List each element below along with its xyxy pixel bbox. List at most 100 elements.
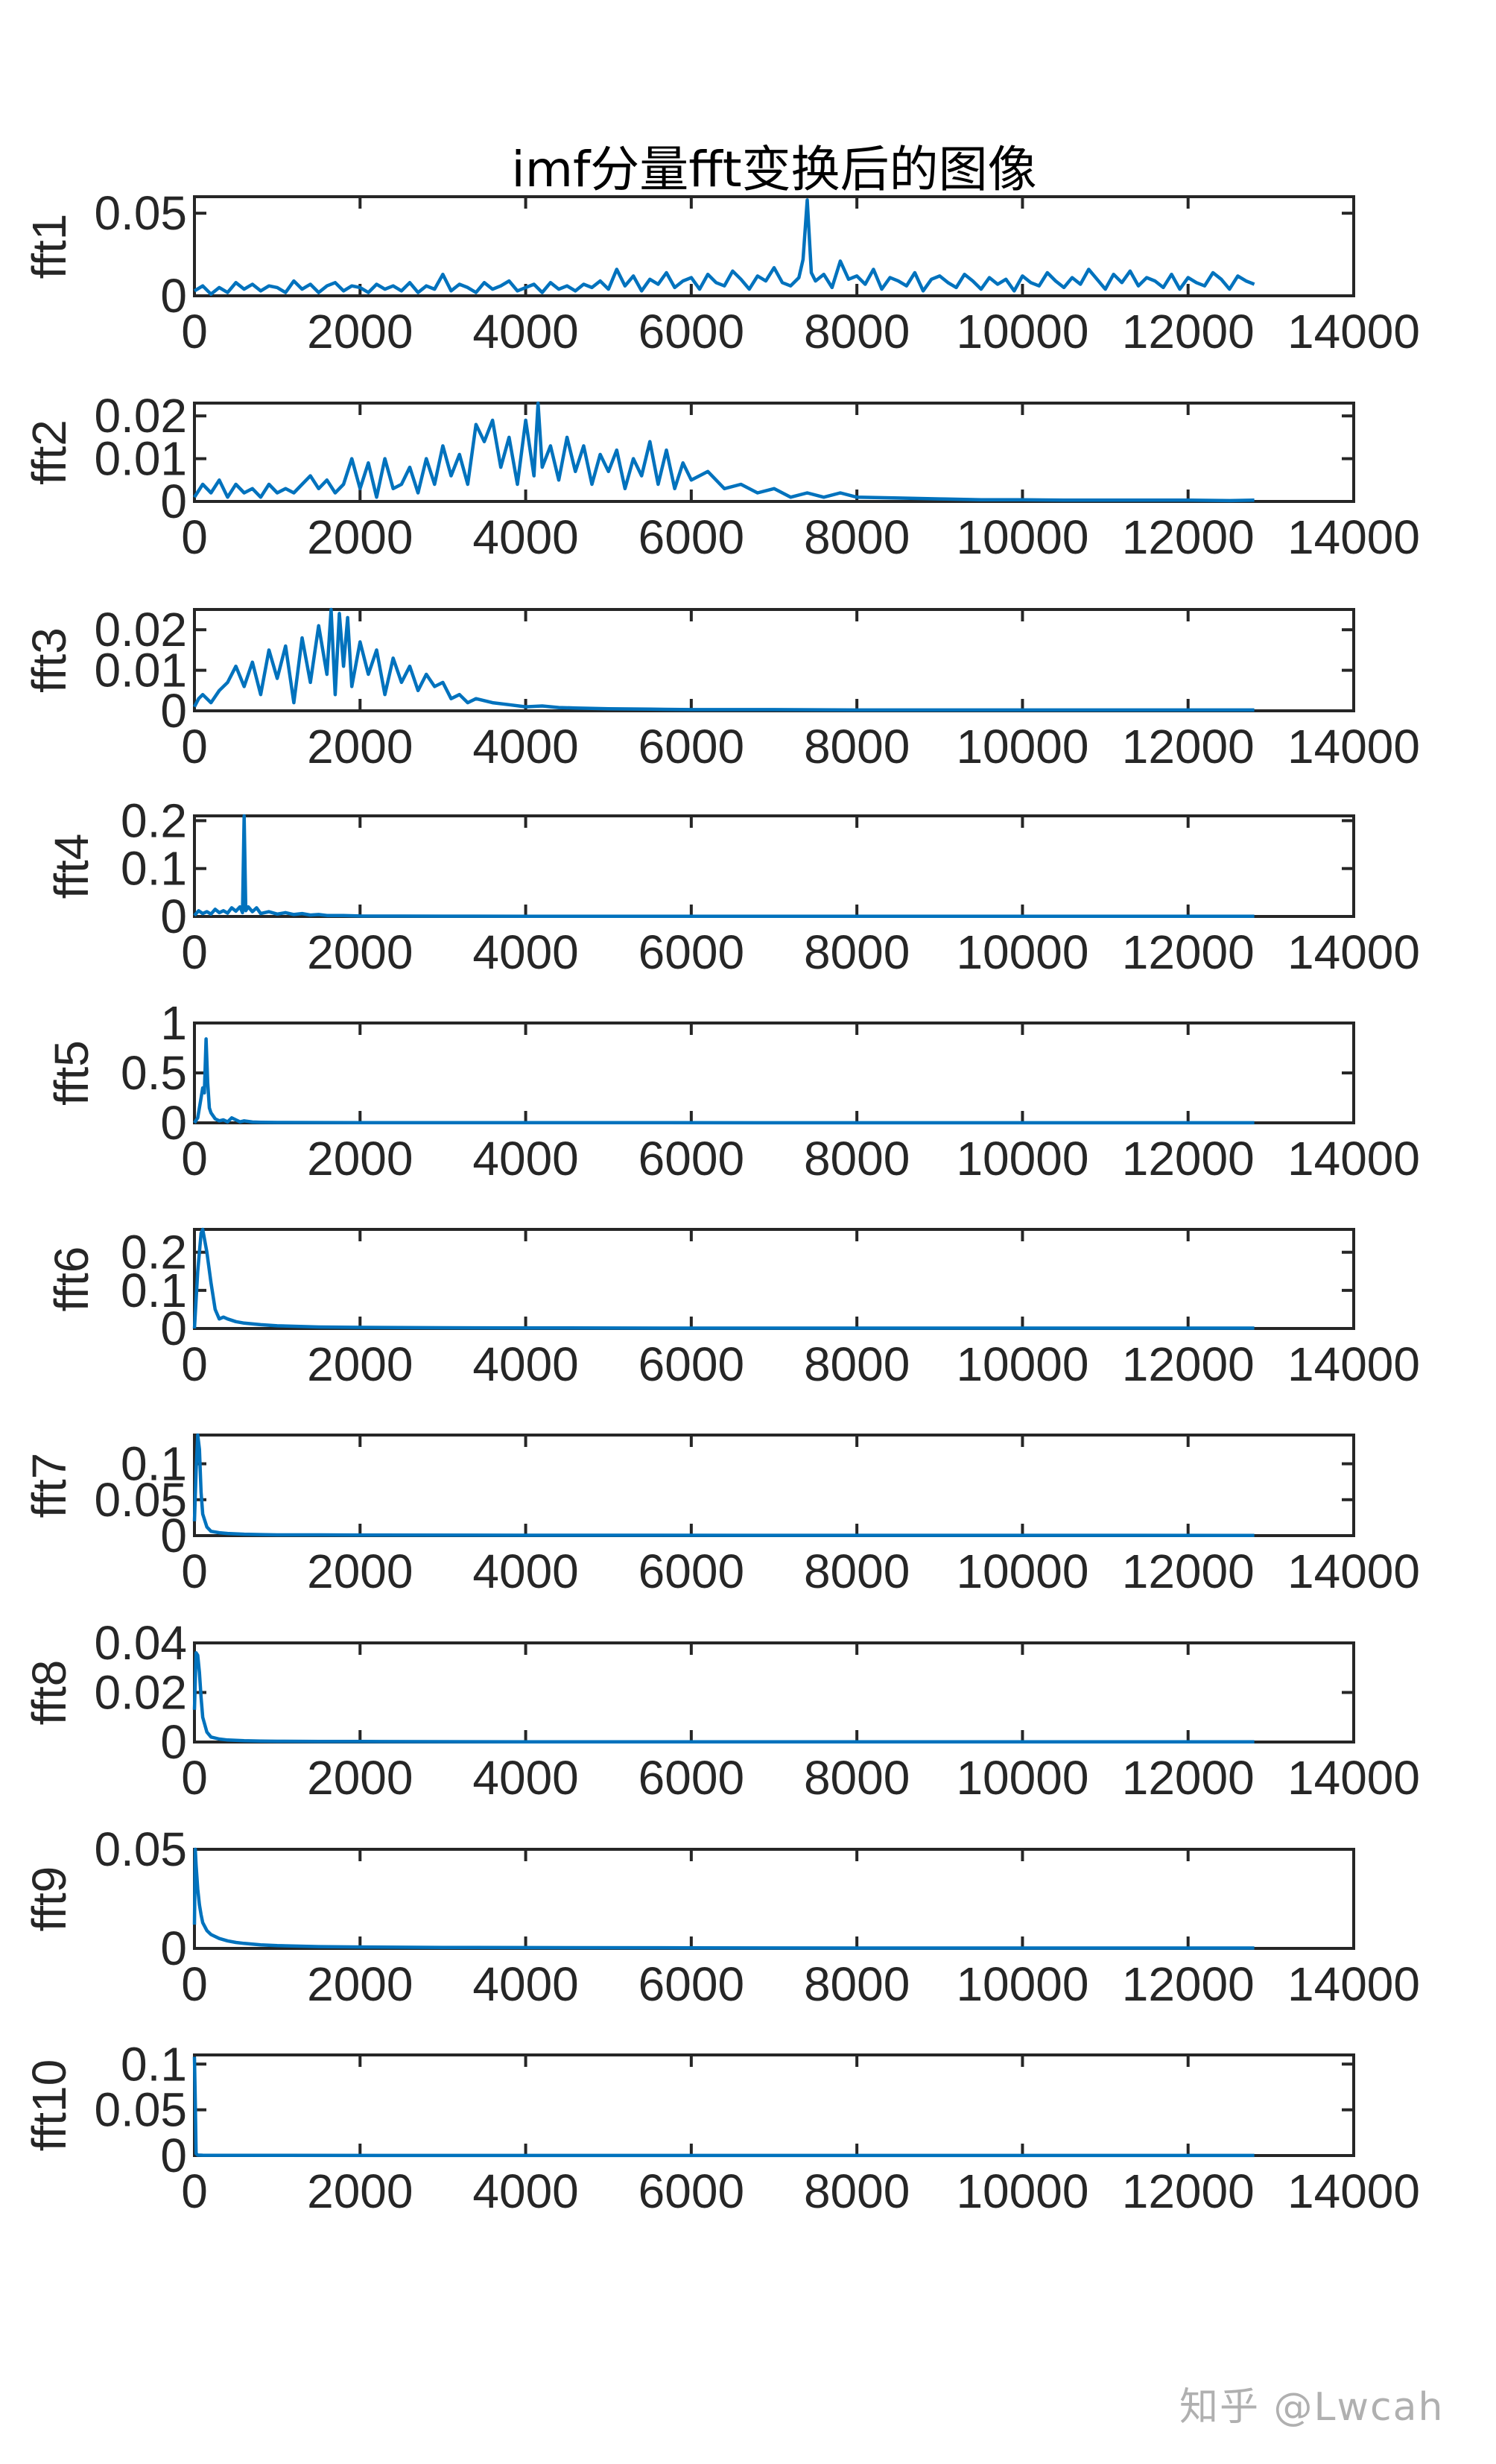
series-line [193,198,1255,297]
x-tick-label: 6000 [638,510,744,564]
x-tick-label: 14000 [1287,925,1420,979]
y-tick-label: 0.01 [94,432,187,486]
x-tick-label: 0 [181,720,208,773]
x-tick-label: 0 [181,2164,208,2218]
x-tick-label: 2000 [307,1545,413,1598]
x-tick-label: 2000 [307,1337,413,1391]
subplot-stack: 0 2000 4000 6000 8000 10000 12000 1400000.05fft… [22,186,1420,2218]
subplot-fft2: 0 2000 4000 6000 8000 10000 12000 1400000.010.0… [22,389,1420,564]
y-tick-label: 0.5 [121,1046,187,1100]
x-tick-label: 8000 [804,1337,910,1391]
y-tick-label: 0.1 [121,842,187,896]
x-tick-label: 0 [181,1545,208,1598]
x-tick-label: 14000 [1287,1337,1420,1391]
x-tick-label: 0 [181,510,208,564]
y-tick-label: 0.02 [94,389,187,443]
axes-box [193,1022,1355,1124]
x-tick-label: 12000 [1122,1751,1255,1805]
series-line [192,607,1255,712]
y-tick-label: 0.1 [121,1437,187,1491]
x-tick-label: 6000 [638,1337,744,1391]
series-line [192,1651,1255,1744]
y-tick-label: 0.1 [121,2037,187,2091]
series-line [193,814,1255,919]
x-tick-label: 0 [181,1751,208,1805]
x-tick-label: 6000 [638,1957,744,2011]
x-tick-label: 0 [181,925,208,979]
axes-box [193,1641,1355,1744]
axes-box [193,402,1355,503]
y-tick-label: 0.05 [94,1822,187,1876]
y-tick-label: 0 [160,1096,187,1150]
x-tick-label: 2000 [307,305,413,358]
x-tick-label: 4000 [472,1957,578,2011]
subplot-fft10: 0 2000 4000 6000 8000 10000 12000 1400000.050.1… [22,2037,1420,2218]
x-tick-label: 2000 [307,1751,413,1805]
x-tick-label: 12000 [1122,1132,1255,1185]
x-tick-label: 2000 [307,1132,413,1185]
x-tick-label: 6000 [638,1132,744,1185]
x-tick-label: 8000 [804,2164,910,2218]
x-tick-label: 2000 [307,1957,413,2011]
series-line [193,1037,1255,1125]
x-tick-label: 4000 [472,1751,578,1805]
x-tick-label: 12000 [1122,2164,1255,2218]
x-tick-label: 14000 [1287,720,1420,773]
x-tick-label: 10000 [956,720,1088,773]
y-axis-label: fft5 [45,1040,98,1106]
y-tick-label: 0 [160,1715,187,1769]
y-axis-label: fft10 [22,2059,76,2151]
x-tick-label: 10000 [956,1957,1088,2011]
x-tick-label: 14000 [1287,1545,1420,1598]
x-tick-label: 4000 [472,510,578,564]
x-tick-label: 8000 [804,1132,910,1185]
y-axis-label: fft1 [22,214,76,279]
axes-box [193,608,1355,712]
y-tick-label: 0.04 [94,1616,187,1670]
x-tick-label: 6000 [638,1545,744,1598]
x-tick-label: 10000 [956,1132,1088,1185]
x-tick-label: 4000 [472,2164,578,2218]
x-tick-label: 0 [181,305,208,358]
axes-box [193,814,1355,918]
x-tick-label: 8000 [804,1751,910,1805]
y-tick-label: 0 [160,2129,187,2182]
x-tick-label: 12000 [1122,1957,1255,2011]
x-tick-label: 12000 [1122,305,1255,358]
x-tick-label: 12000 [1122,720,1255,773]
subplot-fft4: 0 2000 4000 6000 8000 10000 12000 1400000.10.2f… [45,794,1420,979]
y-tick-label: 0.01 [94,644,187,697]
y-tick-label: 1 [160,996,187,1050]
x-tick-label: 6000 [638,1751,744,1805]
axes-box [193,2053,1355,2157]
x-tick-label: 12000 [1122,1337,1255,1391]
subplot-fft5: 0 2000 4000 6000 8000 10000 12000 1400000.51fft… [45,996,1420,1185]
x-tick-label: 10000 [956,1751,1088,1805]
axes-box [193,1848,1355,1950]
subplot-fft8: 0 2000 4000 6000 8000 10000 12000 1400000.020.0… [22,1616,1420,1805]
x-tick-label: 6000 [638,925,744,979]
subplot-fft7: 0 2000 4000 6000 8000 10000 12000 1400000.050.1… [22,1433,1420,1598]
y-axis-label: fft6 [45,1247,98,1312]
x-tick-label: 14000 [1287,1957,1420,2011]
x-tick-label: 10000 [956,1337,1088,1391]
y-tick-label: 0 [160,1922,187,1975]
x-tick-label: 10000 [956,1545,1088,1598]
x-tick-label: 4000 [472,720,578,773]
x-tick-label: 2000 [307,510,413,564]
x-tick-label: 14000 [1287,305,1420,358]
x-tick-label: 12000 [1122,510,1255,564]
series-line [192,1433,1255,1537]
x-tick-label: 8000 [804,510,910,564]
x-tick-label: 14000 [1287,510,1420,564]
y-tick-label: 0.05 [94,2083,187,2137]
x-tick-label: 0 [181,1132,208,1185]
x-tick-label: 6000 [638,720,744,773]
y-axis-label: fft8 [22,1660,76,1726]
y-axis-label: fft7 [22,1453,76,1518]
subplot-fft6: 0 2000 4000 6000 8000 10000 12000 1400000.10.2f… [45,1226,1420,1391]
y-tick-label: 0 [160,1509,187,1562]
x-tick-label: 4000 [472,305,578,358]
x-tick-label: 4000 [472,1337,578,1391]
